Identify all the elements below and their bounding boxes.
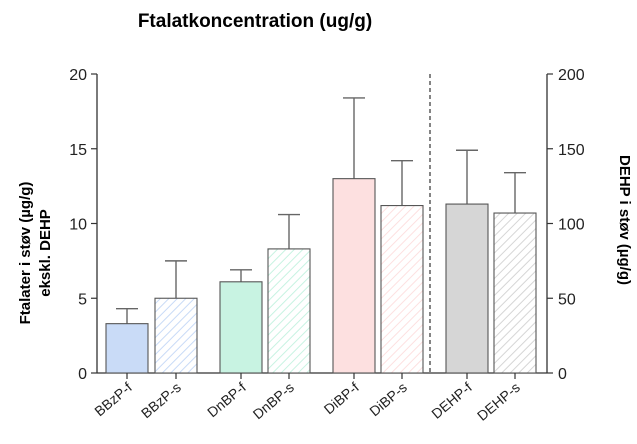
y-axis-left-title-line1: Ftalater i støv (µg/g): [17, 182, 34, 325]
category-label: DnBP-s: [250, 379, 297, 422]
category-label: DnBP-f: [204, 379, 249, 420]
category-label: DEHP-s: [474, 379, 523, 424]
y-left-tick-label: 0: [78, 366, 87, 383]
chart-title: Ftalatkoncentration (ug/g): [138, 11, 372, 32]
bar: [332, 178, 376, 374]
category-label: DEHP-f: [428, 379, 475, 422]
bar: [380, 205, 424, 374]
bar: [154, 297, 198, 374]
bar: [267, 248, 311, 374]
y-left-tick-label: 15: [69, 142, 87, 159]
category-label: DiBP-s: [366, 379, 410, 419]
y-right-tick-label: 100: [558, 217, 585, 234]
y-axis-left-title: Ftalater i støv (µg/g) ekskl. DEHP: [17, 182, 54, 325]
bar: [445, 203, 489, 374]
bar: [219, 281, 263, 374]
y-axis-left-title-line2: ekskl. DEHP: [37, 209, 54, 297]
y-right-tick-label: 50: [558, 291, 576, 308]
y-left-tick-label: 20: [69, 67, 87, 84]
category-label: DiBP-f: [321, 379, 362, 417]
y-left-tick-label: 10: [69, 217, 87, 234]
y-right-tick-label: 150: [558, 142, 585, 159]
y-axis-right-title: DEHP i støv (µg/g): [616, 155, 633, 285]
category-label: BBzP-f: [91, 379, 135, 419]
y-left-tick-label: 5: [78, 291, 87, 308]
bar: [493, 212, 537, 374]
y-right-tick-label: 200: [558, 67, 585, 84]
bar: [105, 323, 149, 374]
y-right-tick-label: 0: [558, 366, 567, 383]
category-label: BBzP-s: [138, 379, 184, 421]
